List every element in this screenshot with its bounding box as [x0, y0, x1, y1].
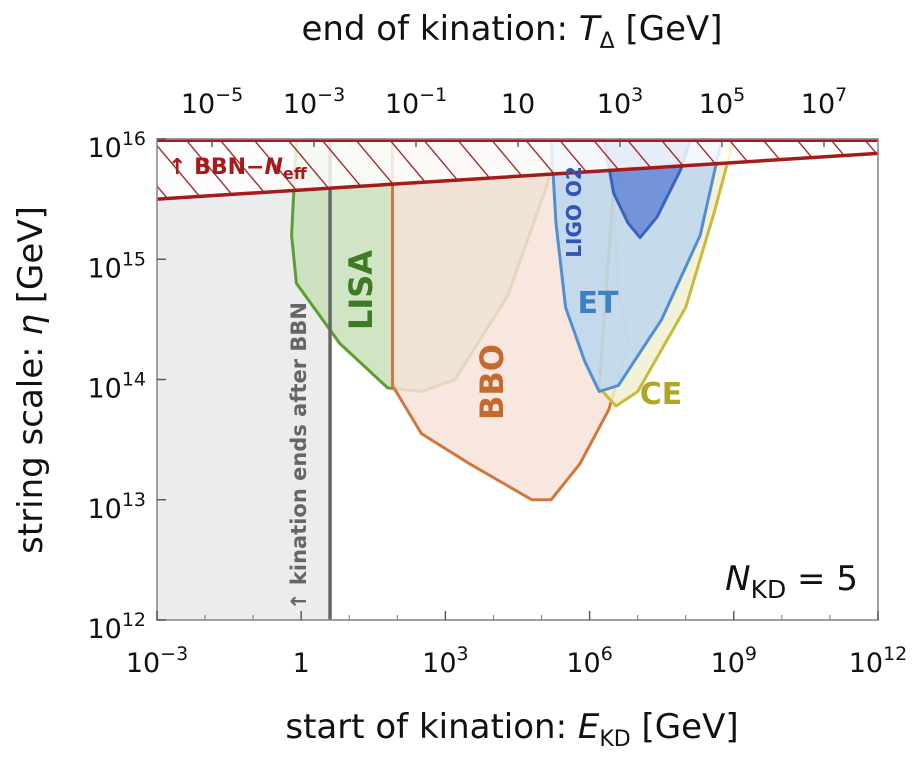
x-tick-label: 106	[566, 643, 612, 679]
top-tick-label: 107	[801, 84, 847, 120]
region-et	[549, 139, 724, 393]
top-tick-label: 10	[501, 89, 535, 120]
top-tick-label: 10−1	[385, 84, 447, 120]
kination-bbn-label: ↑ kination ends after BBN	[287, 302, 311, 610]
label-ligo-o2: LIGO O2	[562, 166, 586, 257]
plot-area	[157, 139, 878, 620]
bbn-neff-label: ↑ BBN−Neff	[168, 155, 308, 183]
bbn-neff-boundary	[157, 151, 878, 201]
top-tick-label: 10−5	[181, 84, 243, 120]
top-tick-label: 103	[597, 84, 643, 120]
x-tick-label: 10−3	[126, 643, 188, 679]
label-lisa: LISA	[342, 250, 380, 330]
label-ce: CE	[640, 377, 683, 412]
y-tick-label: 1015	[87, 248, 146, 284]
top-tick-label: 105	[699, 84, 745, 120]
nkd-annotation: NKD = 5	[725, 559, 858, 604]
top-axis-title: end of kination: TΔ [GeV]	[301, 9, 722, 54]
axis-ticks: 10−3 1 103 106 109 1012 1012 1013 1014 1015 1016 10…	[87, 84, 907, 679]
y-tick-label: 1014	[87, 369, 146, 405]
y-tick-label: 1013	[87, 489, 146, 525]
label-bbo: BBO	[473, 344, 511, 420]
x-tick-label: 109	[711, 643, 757, 679]
top-tick-label: 10−3	[283, 84, 345, 120]
y-tick-label: 1012	[87, 609, 146, 645]
x-tick-label: 1	[293, 648, 310, 679]
x-axis-title: start of kination: EKD [GeV]	[285, 707, 738, 752]
bbn-neff-band	[157, 139, 878, 200]
x-tick-label: 103	[422, 643, 468, 679]
region-labels: LISA BBO CE ET LIGO O2	[342, 166, 682, 420]
label-et: ET	[578, 286, 619, 321]
y-axis-title: string scale: η [GeV]	[11, 206, 51, 554]
y-tick-label: 1016	[87, 128, 146, 164]
x-tick-label: 1012	[849, 643, 908, 679]
